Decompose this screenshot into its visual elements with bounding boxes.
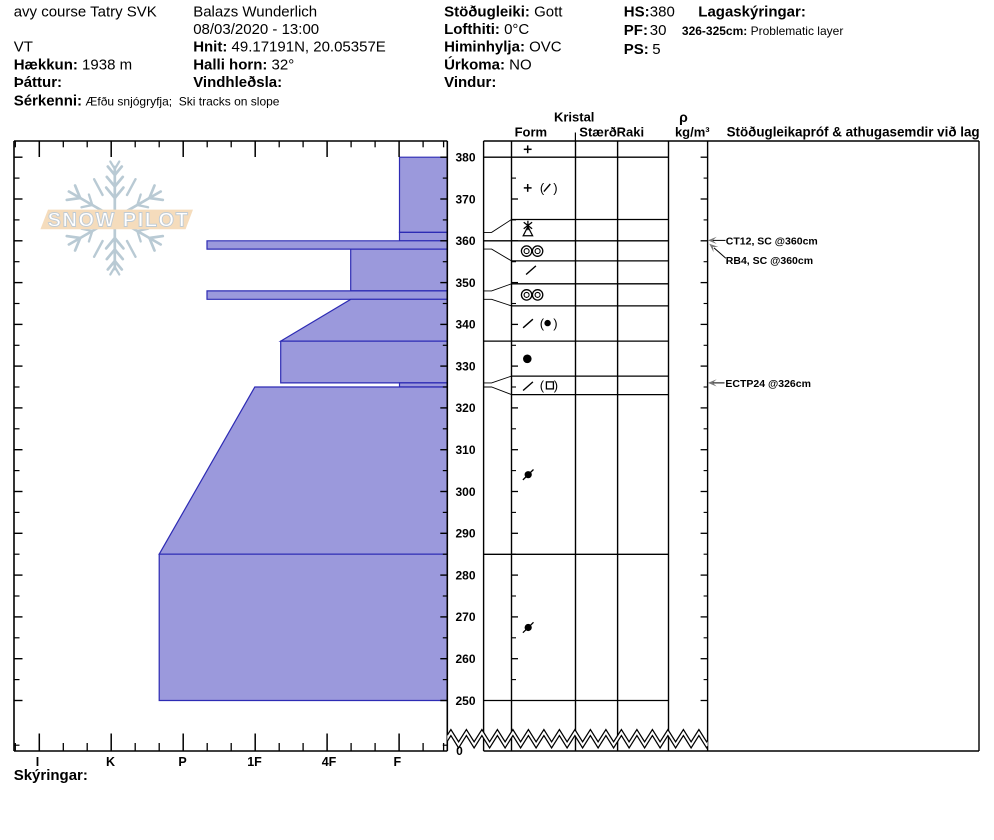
svg-text:F: F	[393, 755, 401, 769]
svg-text:ρ: ρ	[679, 109, 688, 125]
svg-text:avy course Tatry SVK: avy course Tatry SVK	[14, 3, 157, 20]
svg-text:1F: 1F	[247, 755, 262, 769]
svg-text:260: 260	[455, 652, 475, 666]
svg-text:Þáttur:: Þáttur:	[14, 74, 62, 91]
svg-text:): )	[554, 378, 558, 393]
svg-text:Form: Form	[515, 125, 548, 140]
svg-text:PF:: PF:	[624, 22, 648, 39]
svg-text:Úrkoma: NO: Úrkoma: NO	[444, 55, 532, 73]
svg-text:Lofthiti: 0°C: Lofthiti: 0°C	[444, 21, 529, 38]
svg-text:300: 300	[455, 485, 475, 499]
svg-text:310: 310	[455, 443, 475, 457]
svg-text:Lagaskýringar:: Lagaskýringar:	[698, 3, 806, 20]
svg-text:320: 320	[455, 401, 475, 415]
svg-text:): )	[553, 181, 557, 196]
svg-text:ECTP24 @326cm: ECTP24 @326cm	[725, 378, 811, 390]
svg-text:K: K	[106, 755, 115, 769]
svg-text:Hækkun: 1938 m: Hækkun: 1938 m	[14, 56, 132, 73]
svg-text:(: (	[540, 316, 545, 331]
svg-text:Himinhylja: OVC: Himinhylja: OVC	[444, 38, 562, 55]
svg-text:Stöðugleikapróf & athugasemdir: Stöðugleikapróf & athugasemdir við lag	[727, 125, 980, 140]
svg-text:Halli horn: 32°: Halli horn: 32°	[193, 56, 294, 73]
svg-text:kg/m³: kg/m³	[675, 125, 710, 140]
svg-text:Raki: Raki	[617, 125, 644, 140]
svg-text:30: 30	[650, 22, 667, 39]
svg-text:Sérkenni: Æfðu snjógryfja; Sk: Sérkenni: Æfðu snjógryfja; Ski tracks on…	[14, 92, 280, 109]
svg-text:0: 0	[456, 744, 463, 758]
svg-text:280: 280	[455, 568, 475, 582]
svg-text:350: 350	[455, 276, 475, 290]
svg-text:360: 360	[455, 234, 475, 248]
svg-text:CT12, SC @360cm: CT12, SC @360cm	[726, 235, 818, 247]
svg-text:SNOW PILOT: SNOW PILOT	[48, 210, 190, 232]
svg-text:Skýringar:: Skýringar:	[14, 767, 88, 784]
svg-text:326-325cm: Problematic layer: 326-325cm: Problematic layer	[682, 24, 843, 38]
svg-text:HS:: HS:	[624, 3, 650, 20]
svg-text:250: 250	[455, 694, 475, 708]
svg-text:P: P	[178, 755, 186, 769]
svg-text:380: 380	[650, 3, 675, 20]
svg-text:290: 290	[455, 527, 475, 541]
svg-text:PS:: PS:	[624, 41, 649, 58]
svg-text:270: 270	[455, 610, 475, 624]
svg-text:Stöðugleiki: Gott: Stöðugleiki: Gott	[444, 3, 563, 20]
svg-text:I: I	[36, 755, 39, 769]
svg-text:VT: VT	[14, 38, 33, 55]
svg-text:RB4, SC @360cm: RB4, SC @360cm	[726, 255, 813, 267]
svg-text:5: 5	[652, 41, 660, 58]
svg-text:Vindhleðsla:: Vindhleðsla:	[193, 74, 282, 91]
svg-text:Balazs Wunderlich: Balazs Wunderlich	[193, 3, 317, 20]
svg-text:330: 330	[455, 359, 475, 373]
svg-text:370: 370	[455, 192, 475, 206]
svg-text:Hnit: 49.17191N, 20.05357E: Hnit: 49.17191N, 20.05357E	[193, 38, 386, 55]
svg-text:(: (	[540, 378, 545, 393]
svg-text:08/03/2020 - 13:00: 08/03/2020 - 13:00	[193, 21, 319, 38]
svg-text:4F: 4F	[322, 755, 337, 769]
svg-text:Kristal: Kristal	[554, 110, 594, 125]
svg-text:Stærð: Stærð	[579, 125, 617, 140]
svg-text:): )	[553, 316, 557, 331]
svg-text:(: (	[540, 181, 545, 196]
svg-text:380: 380	[455, 151, 475, 165]
svg-text:Vindur:: Vindur:	[444, 74, 496, 91]
svg-text:340: 340	[455, 318, 475, 332]
